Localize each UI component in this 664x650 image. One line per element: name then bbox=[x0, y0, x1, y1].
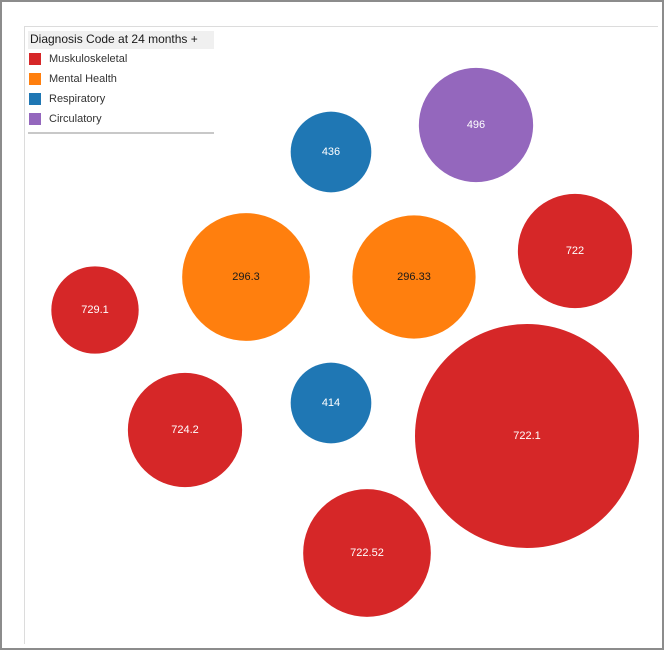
bubble-label: 722.52 bbox=[350, 547, 384, 559]
bubble-496[interactable] bbox=[418, 67, 534, 183]
legend-label: Mental Health bbox=[49, 73, 117, 85]
legend-label: Circulatory bbox=[49, 113, 102, 125]
bubble-722-1[interactable] bbox=[415, 324, 639, 548]
divider bbox=[24, 26, 25, 644]
legend-swatch bbox=[29, 73, 41, 85]
legend[interactable]: Diagnosis Code at 24 months + Muskuloske… bbox=[28, 31, 214, 134]
bubble-296-33[interactable] bbox=[352, 215, 476, 339]
bubble-724-2[interactable] bbox=[127, 372, 243, 488]
bubble-label: 722.1 bbox=[513, 430, 541, 442]
legend-swatch bbox=[29, 113, 41, 125]
bubble-label: 436 bbox=[322, 146, 340, 158]
legend-label: Respiratory bbox=[49, 93, 106, 105]
bubble-729-1[interactable] bbox=[51, 266, 139, 354]
bubble-722[interactable] bbox=[517, 193, 633, 309]
legend-item-respiratory[interactable]: Respiratory bbox=[28, 89, 214, 109]
legend-item-circulatory[interactable]: Circulatory bbox=[28, 109, 214, 129]
bubble-label: 729.1 bbox=[81, 304, 109, 316]
bubble-296-3[interactable] bbox=[182, 213, 310, 341]
divider bbox=[24, 26, 658, 27]
bubble-label: 496 bbox=[467, 119, 485, 131]
legend-swatch bbox=[29, 93, 41, 105]
legend-item-mental-health[interactable]: Mental Health bbox=[28, 69, 214, 89]
legend-item-muskuloskeletal[interactable]: Muskuloskeletal bbox=[28, 49, 214, 69]
bubble-label: 296.33 bbox=[397, 271, 431, 283]
bubble-label: 296.3 bbox=[232, 271, 260, 283]
bubble-436[interactable] bbox=[290, 111, 372, 193]
bubble-label: 722 bbox=[566, 245, 584, 257]
legend-title: Diagnosis Code at 24 months + bbox=[28, 31, 214, 49]
legend-label: Muskuloskeletal bbox=[49, 53, 128, 65]
legend-swatch bbox=[29, 53, 41, 65]
bubble-label: 724.2 bbox=[171, 424, 199, 436]
bubble-722-52[interactable] bbox=[303, 489, 431, 617]
bubble-label: 414 bbox=[322, 397, 340, 409]
bubble-414[interactable] bbox=[290, 362, 372, 444]
